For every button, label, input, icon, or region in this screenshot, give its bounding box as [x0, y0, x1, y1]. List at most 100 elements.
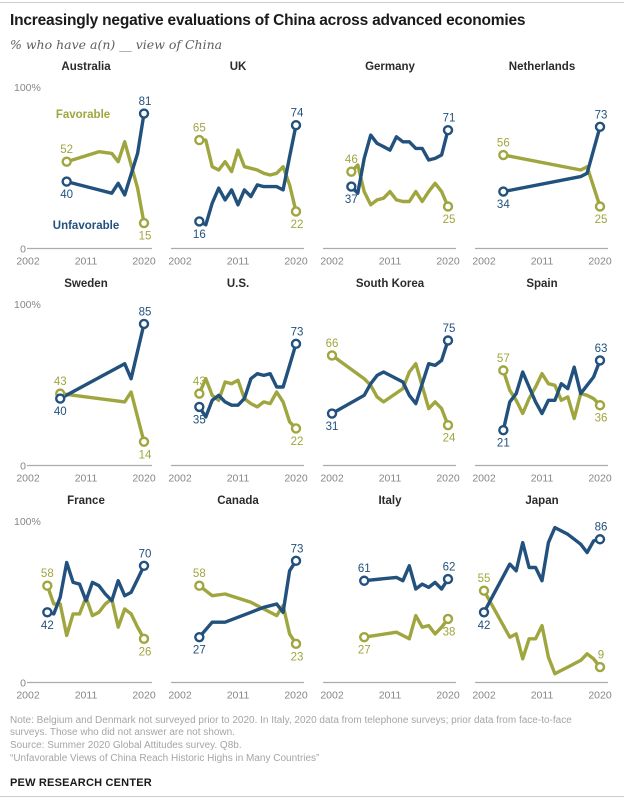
footer-report-title: “Unfavorable Views of China Reach Histor… [10, 752, 320, 764]
line-endpoint-marker [138, 633, 149, 644]
line-endpoint-marker [594, 399, 605, 411]
x-tick-label: 2011 [530, 255, 553, 267]
panel-country-title: Netherlands [508, 60, 576, 73]
page-title: Increasingly negative evaluations of Chi… [10, 12, 526, 29]
value-label: 16 [192, 229, 205, 241]
value-label: 73 [290, 543, 303, 555]
line-endpoint-marker [594, 354, 605, 366]
value-label: 27 [357, 644, 370, 656]
y-axis-bottom-label: 0 [20, 243, 26, 255]
x-tick-label: 2020 [588, 689, 612, 701]
line-endpoint-marker [497, 185, 509, 197]
favorable-line [45, 583, 146, 641]
x-tick-label: 2020 [132, 255, 156, 267]
value-label: 62 [442, 561, 455, 573]
panel-chart-svg: 2002 2011 2020 58 23 27 73 [168, 543, 308, 701]
line-endpoint-marker [138, 560, 149, 571]
legend-favorable-label: Favorable [55, 109, 109, 121]
x-tick-label: 2011 [378, 255, 401, 267]
line-endpoint-marker [497, 149, 509, 160]
value-label: 22 [290, 436, 303, 448]
line-endpoint-marker [193, 134, 205, 145]
line-endpoint-marker [193, 388, 205, 399]
charts-grid: Australia 100% 0 2002 2011 2020 52 15 40 81 Favora… [10, 60, 624, 707]
y-axis-top-label: 100% [14, 299, 41, 311]
panel-chart-svg: 2002 2011 2020 55 9 42 86 [472, 521, 612, 701]
value-label: 14 [138, 449, 151, 461]
value-label: 75 [442, 323, 455, 335]
x-tick-label: 2020 [284, 472, 308, 484]
line-endpoint-marker [138, 217, 149, 228]
panel-country-title: Italy [378, 494, 402, 507]
line-endpoint-marker [193, 580, 205, 591]
line-endpoint-marker [290, 638, 301, 649]
line-endpoint-marker [290, 422, 301, 434]
line-endpoint-marker [442, 573, 453, 584]
value-label: 42 [40, 619, 53, 631]
panel-chart-svg: 2002 2011 2020 46 25 37 71 [320, 112, 460, 267]
chart-panel-australia: Australia 100% 0 2002 2011 2020 52 15 40 81 Favora… [10, 60, 162, 273]
value-label: 31 [325, 421, 338, 433]
line-endpoint-marker [290, 119, 301, 130]
chart-panel-japan: Japan 2002 2011 2020 55 9 42 86 [466, 494, 618, 707]
line-endpoint-marker [193, 401, 205, 412]
value-label: 46 [344, 154, 357, 166]
unfavorable-line [501, 124, 602, 193]
panel-country-title: UK [229, 60, 247, 73]
panel-country-title: Germany [365, 60, 415, 73]
line-endpoint-marker [193, 215, 205, 227]
line-endpoint-marker [193, 631, 205, 642]
bottom-rule [0, 795, 624, 797]
x-tick-label: 2002 [16, 255, 40, 267]
x-tick-label: 2011 [530, 689, 553, 701]
value-label: 74 [290, 107, 303, 119]
unfavorable-line [501, 358, 602, 432]
line-endpoint-marker [60, 156, 72, 167]
line-endpoint-marker [442, 613, 453, 624]
panel-chart-svg: 2002 2011 2020 56 25 34 73 [472, 109, 612, 267]
panel-chart-svg: 2002 2011 2020 65 22 16 74 [168, 107, 308, 267]
line-endpoint-marker [478, 606, 489, 618]
unfavorable-line [197, 558, 298, 639]
value-label: 81 [138, 96, 151, 108]
unfavorable-line [197, 123, 298, 227]
value-label: 36 [594, 412, 607, 424]
x-tick-label: 2002 [472, 689, 496, 701]
value-label: 37 [344, 194, 357, 206]
chart-panel-uk: UK 2002 2011 2020 65 22 16 74 [162, 60, 314, 273]
x-tick-label: 2020 [132, 689, 156, 701]
value-label: 57 [496, 352, 509, 364]
value-label: 86 [594, 521, 607, 533]
panel-country-title: Spain [526, 277, 558, 290]
line-endpoint-marker [442, 124, 453, 135]
value-label: 21 [496, 437, 509, 449]
line-endpoint-marker [290, 205, 301, 217]
value-label: 34 [496, 199, 509, 211]
x-tick-label: 2011 [74, 472, 97, 484]
panel-chart-svg: 2002 2011 2020 43 22 35 73 [168, 326, 308, 484]
line-endpoint-marker [358, 631, 369, 642]
x-tick-label: 2020 [588, 472, 612, 484]
favorable-line [362, 613, 450, 641]
panel-chart-svg: 2002 2011 2020 57 36 21 63 [472, 343, 612, 485]
line-endpoint-marker [326, 407, 337, 419]
line-endpoint-marker [478, 585, 489, 596]
line-endpoint-marker [138, 107, 149, 119]
x-tick-label: 2020 [132, 472, 156, 484]
value-label: 63 [594, 343, 607, 355]
value-label: 52 [60, 144, 73, 156]
page-subtitle: % who have a(n) __ view of China [10, 36, 223, 52]
value-label: 58 [192, 568, 205, 580]
x-tick-label: 2002 [320, 689, 344, 701]
value-label: 15 [138, 230, 151, 242]
panel-country-title: Australia [61, 60, 111, 73]
chart-panel-spain: Spain 2002 2011 2020 57 36 21 63 [466, 277, 618, 490]
footer: Note: Belgium and Denmark not surveyed p… [10, 715, 610, 766]
panel-country-title: South Korea [355, 277, 425, 290]
unfavorable-line [45, 560, 146, 616]
value-label: 43 [53, 376, 66, 388]
value-label: 43 [192, 376, 205, 388]
x-tick-label: 2011 [226, 472, 249, 484]
